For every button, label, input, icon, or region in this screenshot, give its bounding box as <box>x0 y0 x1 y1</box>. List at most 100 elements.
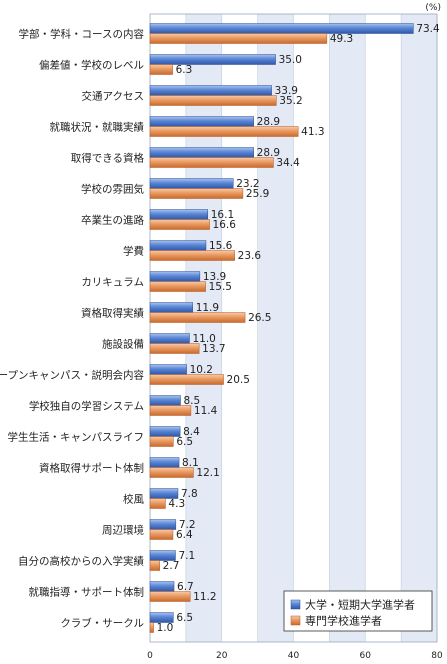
value-label-vocational: 25.9 <box>246 188 269 200</box>
bar-university <box>149 364 187 375</box>
value-label-university: 8.5 <box>183 395 200 407</box>
category-label: 取得できる資格 <box>71 152 145 165</box>
bar-university <box>149 550 176 561</box>
value-label-university: 6.5 <box>176 612 193 624</box>
value-label-university: 7.2 <box>179 519 196 531</box>
legend-swatch-vocational <box>290 615 301 626</box>
category-label: 学校の雰囲気 <box>81 183 144 196</box>
value-label-university: 15.6 <box>209 240 233 252</box>
value-label-vocational: 23.6 <box>238 250 262 262</box>
category-label: 就職状況・就職実績 <box>50 121 145 134</box>
bar-vocational <box>149 126 299 137</box>
bar-university <box>149 116 254 127</box>
bar-university <box>149 178 234 189</box>
category-label: 資格取得サポート体制 <box>39 462 144 475</box>
legend-label-vocational: 専門学校進学者 <box>305 614 382 628</box>
x-tick-label: 40 <box>288 651 300 661</box>
bar-vocational <box>149 467 194 478</box>
category-label: 偏差値・学校のレベル <box>39 59 144 72</box>
bar-university <box>149 147 254 158</box>
value-label-vocational: 6.5 <box>176 436 193 448</box>
value-label-university: 6.7 <box>177 581 194 593</box>
x-tick-label: 0 <box>147 651 153 661</box>
bar-vocational <box>149 529 174 540</box>
category-label: 交通アクセス <box>82 90 144 103</box>
bars <box>149 23 414 633</box>
value-label-vocational: 41.3 <box>301 126 324 138</box>
bar-university <box>149 488 179 499</box>
bar-university <box>149 612 174 623</box>
bar-university <box>149 581 175 592</box>
bar-vocational <box>149 219 210 230</box>
category-label: 就職指導・サポート体制 <box>29 586 145 599</box>
value-label-vocational: 11.2 <box>193 591 216 603</box>
x-tick-label: 60 <box>360 651 372 661</box>
category-label: クラブ・サークル <box>60 617 144 630</box>
value-label-university: 33.9 <box>275 85 298 97</box>
value-label-university: 11.9 <box>196 302 219 314</box>
background-band <box>365 14 402 642</box>
category-label: 学校独自の学習システム <box>29 400 144 413</box>
value-label-vocational: 6.4 <box>176 529 193 541</box>
bar-vocational <box>149 250 235 261</box>
x-tick-label: 20 <box>216 651 228 661</box>
bar-university <box>149 54 276 65</box>
background-band <box>401 14 437 642</box>
value-label-vocational: 13.7 <box>202 343 225 355</box>
background-band <box>221 14 258 642</box>
value-label-vocational: 12.1 <box>196 467 219 479</box>
bar-university <box>149 271 201 282</box>
bar-university <box>149 457 180 468</box>
bar-vocational <box>149 188 244 199</box>
bar-university <box>149 395 181 406</box>
legend-swatch-university <box>290 599 301 610</box>
bar-vocational <box>149 312 246 323</box>
value-label-vocational: 11.4 <box>194 405 218 417</box>
value-label-university: 10.2 <box>190 364 213 376</box>
category-label: カリキュラム <box>81 277 144 289</box>
value-label-vocational: 6.3 <box>176 64 193 76</box>
value-label-university: 7.1 <box>178 550 195 562</box>
bar-university <box>149 240 207 251</box>
bar-vocational <box>149 33 328 44</box>
category-label: 学部・学科・コースの内容 <box>19 28 145 41</box>
bar-vocational <box>149 95 277 106</box>
bar-vocational <box>149 281 206 292</box>
value-label-vocational: 49.3 <box>330 33 353 45</box>
value-label-vocational: 26.5 <box>248 312 271 324</box>
bar-vocational <box>149 374 224 385</box>
background-band <box>257 14 294 642</box>
value-label-university: 16.1 <box>211 209 234 221</box>
value-label-university: 28.9 <box>257 147 280 159</box>
background-band <box>150 14 186 642</box>
value-label-university: 8.4 <box>183 426 200 438</box>
x-tick-label: 80 <box>431 651 443 661</box>
legend-box <box>283 590 433 632</box>
value-label-university: 11.0 <box>192 333 215 345</box>
value-label-vocational: 34.4 <box>276 157 300 169</box>
value-label-vocational: 16.6 <box>213 219 237 231</box>
value-label-vocational: 20.5 <box>227 374 250 386</box>
plot-area-frame <box>149 13 438 643</box>
category-label: オープンキャンパス・説明会内容 <box>0 369 144 382</box>
category-label: 学生生活・キャンパスライフ <box>8 431 145 444</box>
background-band <box>329 14 366 642</box>
bar-vocational <box>149 64 173 75</box>
bar-vocational <box>149 343 200 354</box>
bar-university <box>149 519 177 530</box>
value-label-vocational: 35.2 <box>279 95 302 107</box>
bar-university <box>149 426 181 437</box>
category-label: 施設設備 <box>102 338 144 351</box>
value-label-university: 7.8 <box>181 488 198 500</box>
value-label-vocational: 1.0 <box>157 622 174 634</box>
bar-vocational <box>149 157 274 168</box>
value-label-vocational: 4.3 <box>168 498 185 510</box>
value-label-university: 73.4 <box>416 23 440 35</box>
bar-university <box>149 333 190 344</box>
bar-university <box>149 302 193 313</box>
category-labels: 学部・学科・コースの内容偏差値・学校のレベル交通アクセス就職状況・就職実績取得で… <box>0 28 144 630</box>
category-label: 周辺環境 <box>102 524 144 537</box>
value-labels: 73.449.335.06.333.935.228.941.328.934.42… <box>157 23 440 634</box>
